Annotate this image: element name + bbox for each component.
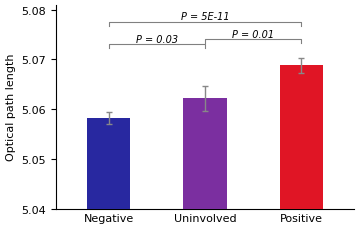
Text: P = 0.01: P = 0.01 xyxy=(232,30,274,39)
Text: P = 0.03: P = 0.03 xyxy=(136,35,178,44)
Bar xyxy=(183,99,227,229)
Y-axis label: Optical path length: Optical path length xyxy=(5,54,15,161)
Bar xyxy=(87,118,130,229)
Text: P = 5E-11: P = 5E-11 xyxy=(181,12,229,22)
Bar xyxy=(280,66,323,229)
